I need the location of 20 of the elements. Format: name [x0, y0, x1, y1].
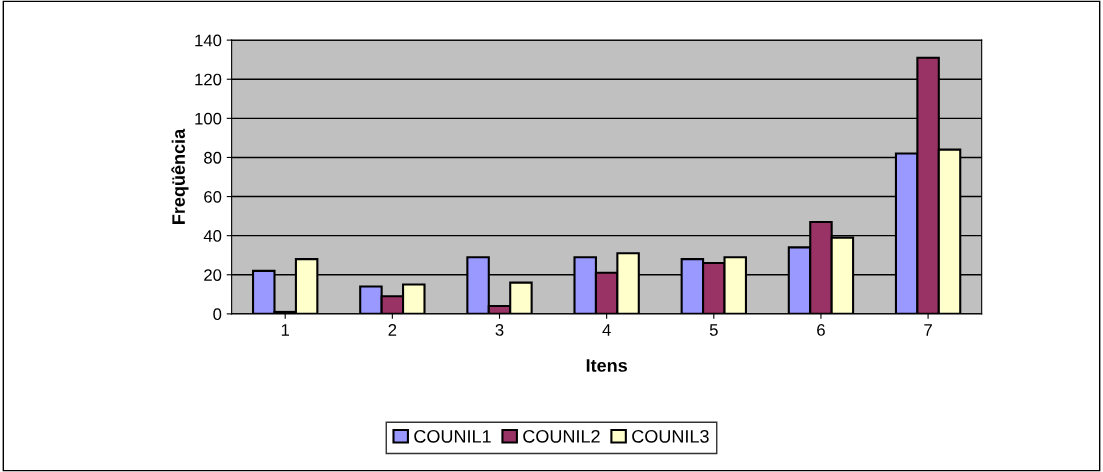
y-tick-label: 60: [204, 190, 222, 203]
x-tick-label: 4: [602, 324, 611, 336]
x-tick-label: 1: [281, 324, 290, 336]
y-tick-label: 20: [204, 269, 222, 281]
legend-label: COUNIL1: [414, 429, 491, 443]
y-axis-title: Freqüência: [171, 128, 189, 224]
y-tick-label: 0: [213, 308, 222, 321]
x-tick-label: 7: [924, 324, 932, 336]
y-tick-label: 100: [195, 112, 222, 125]
y-tick-label: 120: [195, 73, 222, 86]
y-tick-label: 140: [195, 34, 222, 47]
y-tick-label: 40: [203, 230, 222, 242]
x-tick-label: 5: [709, 324, 718, 336]
legend-label: COUNIL3: [632, 429, 709, 443]
x-tick-label: 3: [495, 324, 504, 336]
legend-label: COUNIL2: [523, 429, 600, 443]
x-tick-label: 2: [388, 324, 397, 336]
x-axis-title: Itens: [586, 359, 627, 372]
x-tick-label: 6: [817, 324, 825, 336]
y-tick-label: 80: [204, 151, 222, 164]
